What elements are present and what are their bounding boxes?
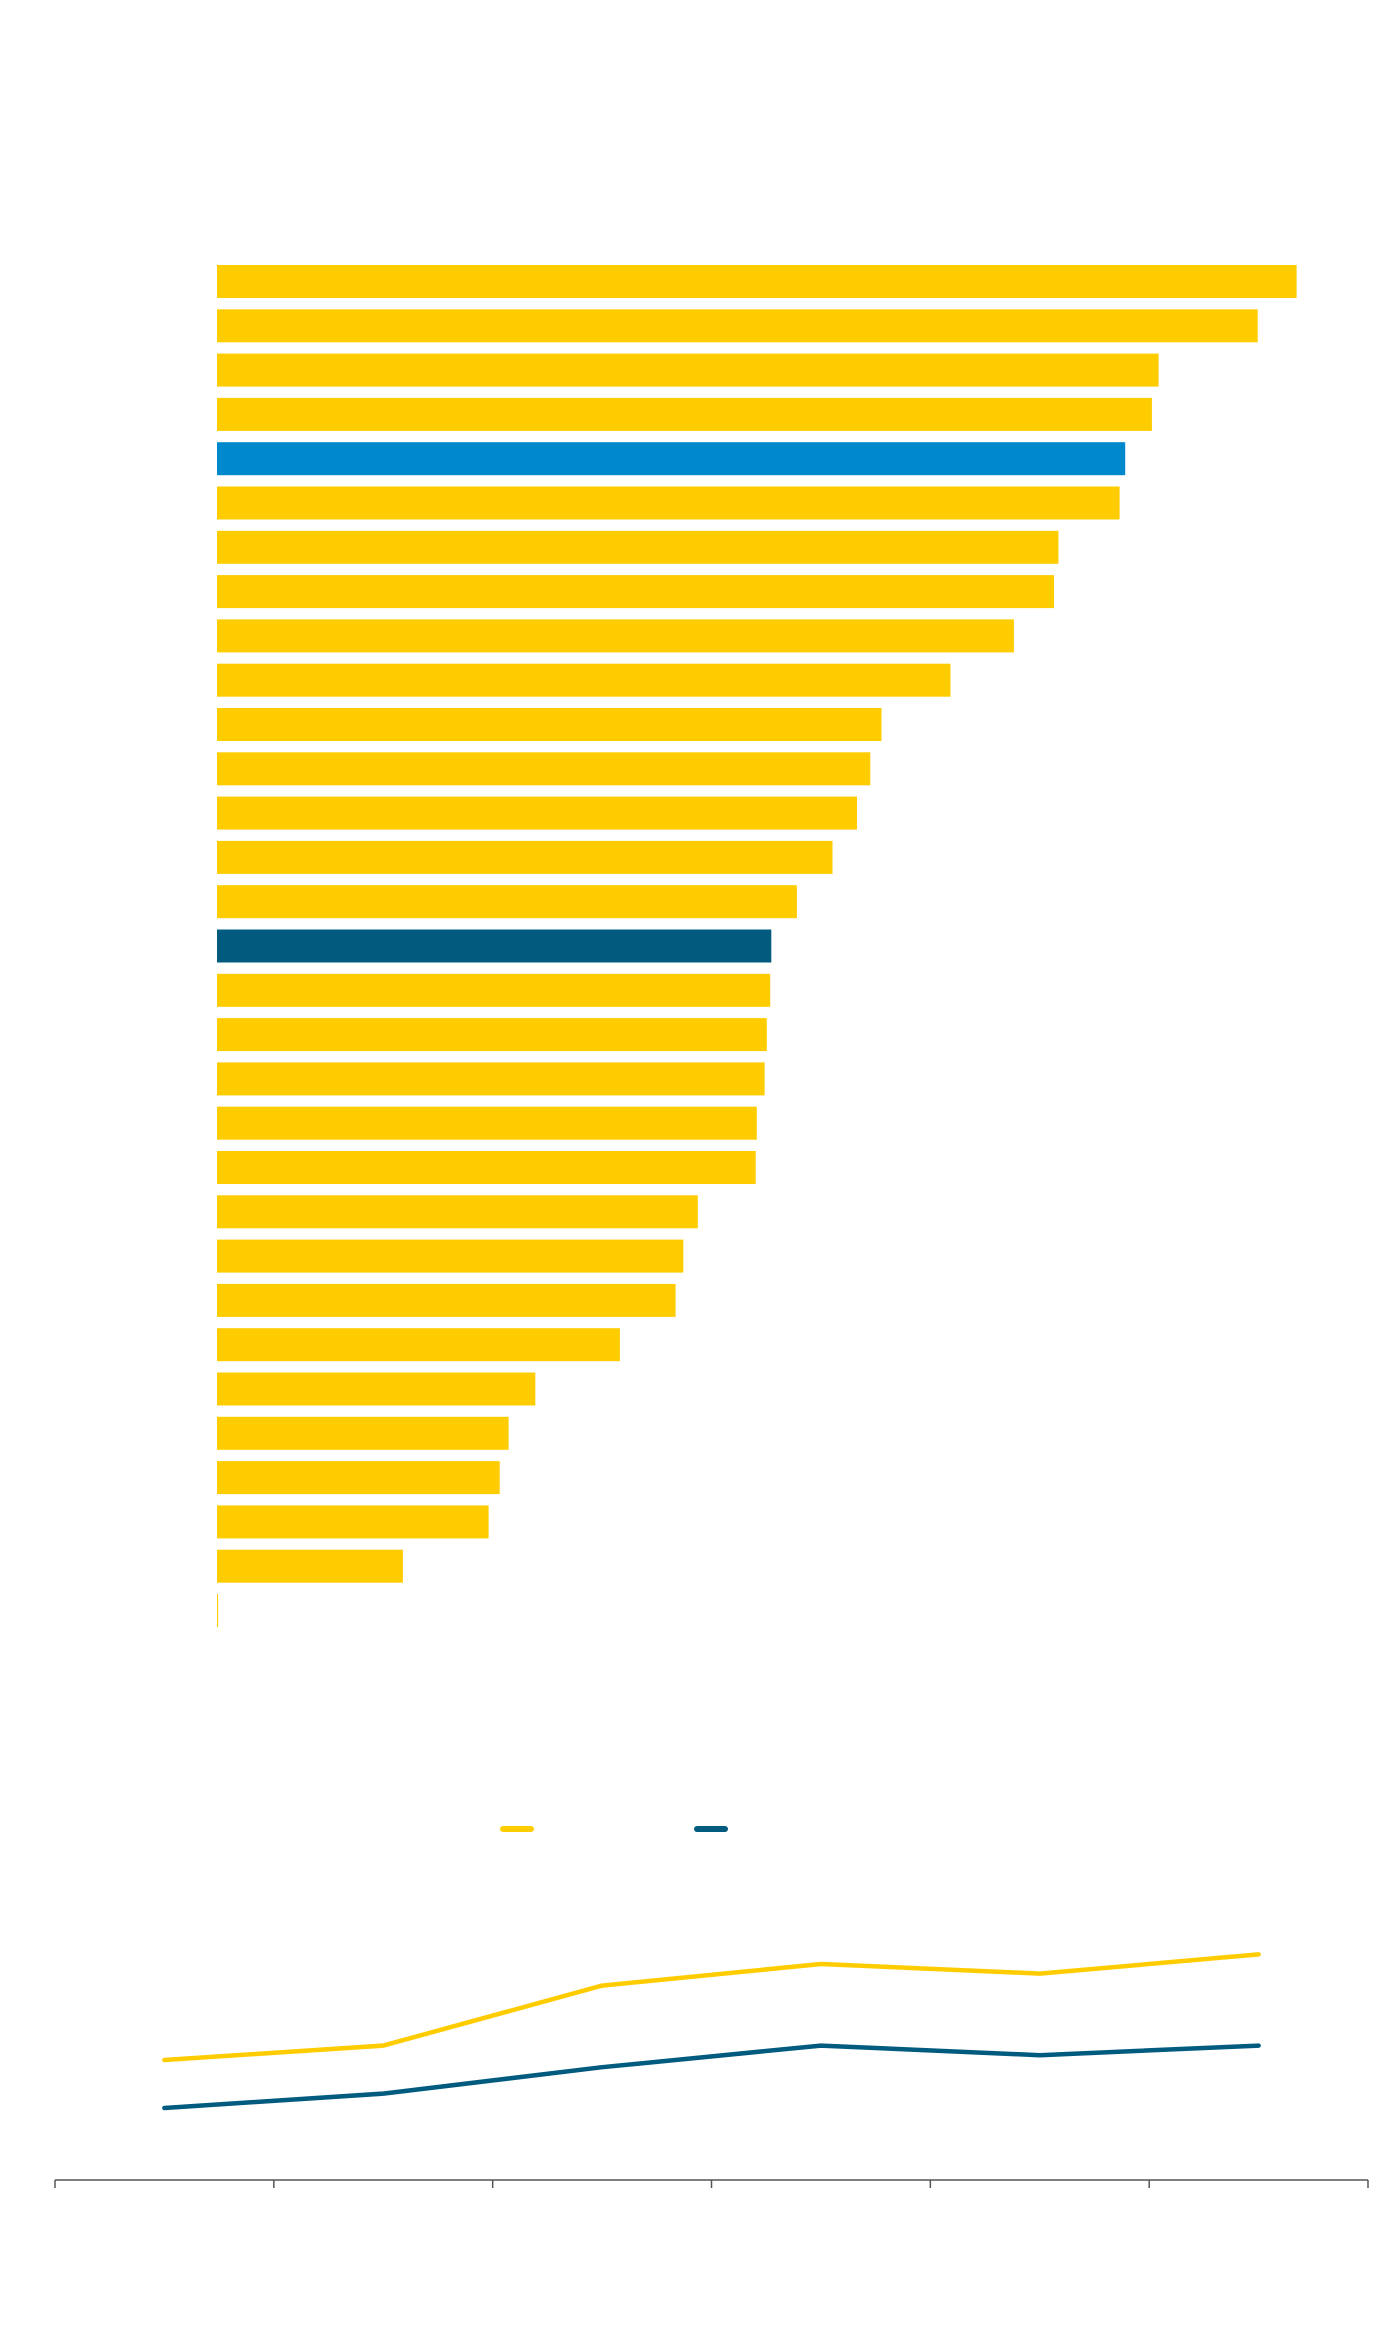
bar-8 bbox=[217, 575, 1054, 609]
bar-29 bbox=[217, 1505, 489, 1539]
bar-27 bbox=[217, 1416, 509, 1450]
legend-item-series-2 bbox=[694, 1826, 738, 1832]
bar-22 bbox=[217, 1195, 698, 1229]
bar-14 bbox=[217, 840, 833, 874]
bar-chart bbox=[217, 265, 1297, 1627]
series-line-1 bbox=[162, 1952, 1261, 2063]
line-chart bbox=[54, 1952, 1369, 2188]
bar-21 bbox=[217, 1151, 756, 1184]
bar-1 bbox=[217, 265, 1297, 298]
bar-17 bbox=[217, 973, 771, 1007]
bar-4 bbox=[217, 397, 1152, 431]
bar-28 bbox=[217, 1461, 500, 1495]
bar-31 bbox=[217, 1594, 219, 1627]
bar-16 bbox=[217, 929, 772, 963]
legend-swatch-series-2 bbox=[694, 1826, 728, 1832]
legend bbox=[500, 1826, 738, 1832]
bar-26 bbox=[217, 1372, 536, 1406]
series-line-2 bbox=[162, 2043, 1261, 2111]
bar-3 bbox=[217, 353, 1159, 387]
bar-9 bbox=[217, 619, 1014, 653]
bar-11 bbox=[217, 708, 882, 741]
bar-19 bbox=[217, 1062, 765, 1096]
legend-item-series-1 bbox=[500, 1826, 544, 1832]
bar-7 bbox=[217, 530, 1059, 564]
legend-swatch-series-1 bbox=[500, 1826, 534, 1832]
bar-30 bbox=[217, 1549, 403, 1583]
bar-5 bbox=[217, 442, 1126, 476]
bar-12 bbox=[217, 752, 871, 786]
bar-18 bbox=[217, 1018, 767, 1052]
bar-15 bbox=[217, 885, 797, 919]
bar-25 bbox=[217, 1328, 620, 1362]
bar-13 bbox=[217, 796, 857, 830]
bar-20 bbox=[217, 1106, 757, 1140]
bar-10 bbox=[217, 663, 951, 697]
bar-2 bbox=[217, 309, 1258, 343]
bar-23 bbox=[217, 1239, 684, 1273]
bar-24 bbox=[217, 1283, 676, 1317]
bar-6 bbox=[217, 486, 1120, 520]
